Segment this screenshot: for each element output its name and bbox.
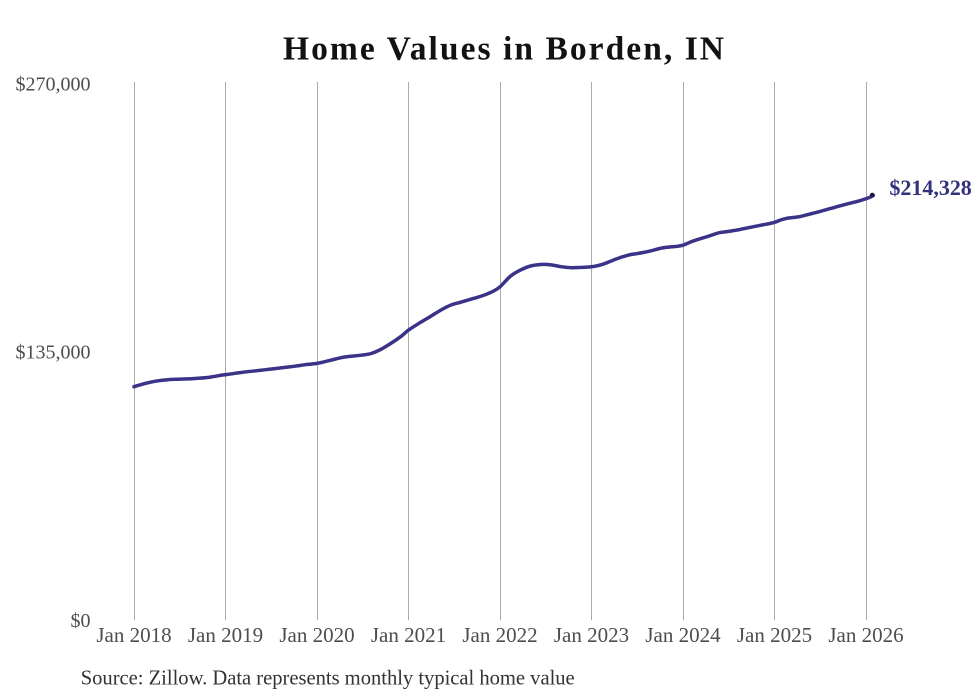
svg-text:Jan 2026: Jan 2026 xyxy=(828,623,903,647)
svg-text:Jan 2020: Jan 2020 xyxy=(279,623,354,647)
svg-text:Home Values in Borden, IN: Home Values in Borden, IN xyxy=(283,31,724,68)
svg-text:$214,328: $214,328 xyxy=(889,175,971,200)
svg-text:Source: Zillow. Data represent: Source: Zillow. Data represents monthly … xyxy=(81,668,575,690)
svg-text:Jan 2023: Jan 2023 xyxy=(554,623,629,647)
svg-text:Jan 2022: Jan 2022 xyxy=(462,623,537,647)
svg-text:$135,000: $135,000 xyxy=(16,342,91,364)
svg-text:$0: $0 xyxy=(71,610,91,632)
svg-text:Jan 2024: Jan 2024 xyxy=(645,623,721,647)
svg-text:Jan 2019: Jan 2019 xyxy=(188,623,263,647)
svg-text:$270,000: $270,000 xyxy=(16,74,91,96)
svg-text:Jan 2018: Jan 2018 xyxy=(96,623,171,647)
svg-text:Jan 2025: Jan 2025 xyxy=(737,623,812,647)
svg-text:Jan 2021: Jan 2021 xyxy=(371,623,446,647)
